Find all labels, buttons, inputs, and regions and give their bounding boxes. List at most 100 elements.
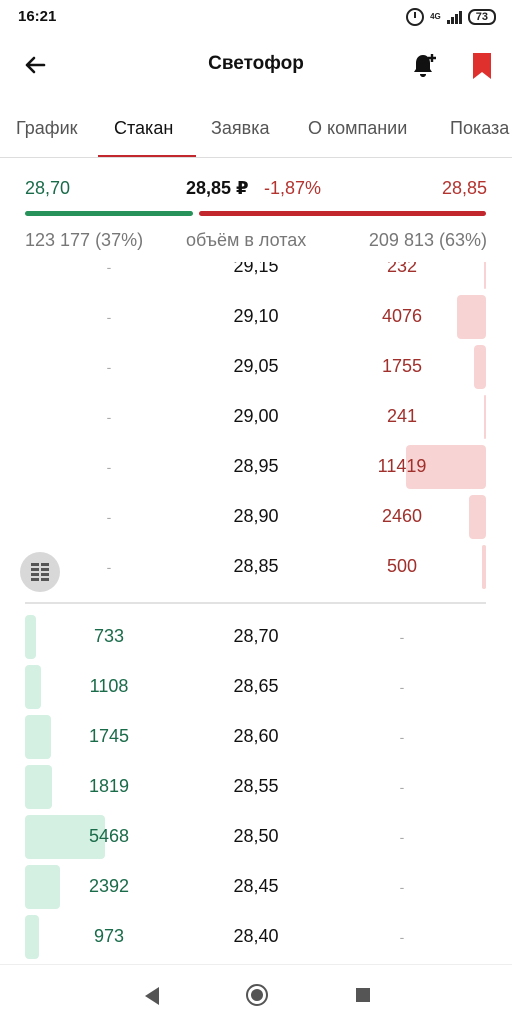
bid-volume-bar <box>25 715 51 759</box>
bid-row[interactable]: 1745 28,60 - <box>0 712 512 762</box>
grid-list-icon <box>31 563 49 581</box>
bid-quantity: 973 <box>93 926 125 946</box>
order-book-summary: 28,70 28,85 ₽ -1,87% 28,85 123 177 (37%)… <box>0 170 512 260</box>
bid-row[interactable]: 733 28,70 - <box>0 612 512 662</box>
ask-quantity: - <box>399 629 405 645</box>
bid-volume-bar <box>25 665 41 709</box>
bid-row[interactable]: 1819 28,55 - <box>0 762 512 812</box>
ask-row[interactable]: - 28,90 2460 <box>0 492 512 542</box>
bid-quantity: - <box>106 409 112 425</box>
bid-quantity: - <box>106 559 112 575</box>
ask-row[interactable]: - 29,15 232 <box>0 262 512 292</box>
ask-quantity: 1755 <box>381 356 423 376</box>
best-ask-price: 28,85 <box>441 178 487 198</box>
price-level: 28,85 <box>233 556 279 576</box>
price-level: 28,55 <box>233 776 279 796</box>
ask-volume-bar <box>474 345 486 389</box>
ask-quantity: - <box>399 779 405 795</box>
bid-quantity: 1819 <box>88 776 130 796</box>
bid-row[interactable]: 2392 28,45 - <box>0 862 512 912</box>
price-level: 29,10 <box>233 306 279 326</box>
add-alert-button[interactable] <box>406 48 440 82</box>
bid-quantity: - <box>106 509 112 525</box>
signal-icon <box>446 10 462 24</box>
price-level: 28,95 <box>233 456 279 476</box>
nav-home-icon[interactable] <box>246 984 268 1006</box>
ask-volume-bar <box>199 211 486 216</box>
tab-bar: График Стакан Заявка О компании Показа <box>0 100 512 158</box>
alarm-icon <box>406 8 425 26</box>
bid-volume: 123 177 (37%) <box>25 230 144 250</box>
bid-quantity: - <box>106 459 112 475</box>
bid-volume-bar <box>25 211 193 216</box>
bid-quantity: - <box>106 262 112 275</box>
price-level: 29,00 <box>233 406 279 426</box>
price-change: -1,87% <box>264 178 322 198</box>
ask-volume-bar <box>469 495 486 539</box>
bookmark-button[interactable] <box>468 50 496 82</box>
bid-row[interactable]: 1108 28,65 - <box>0 662 512 712</box>
back-button[interactable] <box>20 50 50 80</box>
ask-quantity: - <box>399 929 405 945</box>
ask-row[interactable]: - 28,85 500 <box>0 542 512 592</box>
bid-volume-bar <box>25 915 39 959</box>
bid-quantity: 2392 <box>88 876 130 896</box>
tab-order-book[interactable]: Стакан <box>114 118 174 138</box>
network-type: 4G <box>430 12 441 21</box>
ask-quantity: 4076 <box>381 306 423 326</box>
volume-label: объём в лотах <box>186 230 307 250</box>
price-level: 28,60 <box>233 726 279 746</box>
order-book[interactable]: 973 28,40-2392 28,45-5468 28,50-1819 28,55-1… <box>0 262 512 964</box>
tab-order[interactable]: Заявка <box>211 118 270 138</box>
price-level: 28,45 <box>233 876 279 896</box>
ask-volume-bar <box>482 545 486 589</box>
price-level: 28,70 <box>233 626 279 646</box>
price-level: 29,15 <box>233 262 279 276</box>
tab-chart[interactable]: График <box>16 118 78 138</box>
bid-quantity: 733 <box>93 626 125 646</box>
ask-volume-bar <box>457 295 486 339</box>
battery-level: 73 <box>467 9 496 25</box>
bell-plus-icon <box>414 54 436 77</box>
ask-row[interactable]: - 29,00 241 <box>0 392 512 442</box>
price-level: 28,50 <box>233 826 279 846</box>
ask-volume: 209 813 (63%) <box>368 230 487 250</box>
ask-quantity: - <box>399 679 405 695</box>
tab-about-company[interactable]: О компании <box>308 118 408 138</box>
system-nav-bar <box>0 964 512 1024</box>
ask-quantity: - <box>399 829 405 845</box>
ask-row[interactable]: - 28,95 11419 <box>0 442 512 492</box>
bid-quantity: 1745 <box>88 726 130 746</box>
nav-back-icon[interactable] <box>141 985 161 1007</box>
nav-recents-icon[interactable] <box>356 988 370 1002</box>
best-bid-price: 28,70 <box>25 178 71 198</box>
price-level: 28,65 <box>233 676 279 696</box>
bid-volume-bar <box>25 765 52 809</box>
ask-row[interactable]: - 29,05 1755 <box>0 342 512 392</box>
bid-row[interactable]: 973 28,40 - <box>0 912 512 962</box>
ask-quantity: - <box>399 729 405 745</box>
ask-row[interactable]: - 29,10 4076 <box>0 292 512 342</box>
app-bar: Светофор <box>0 34 512 96</box>
ask-quantity: 500 <box>386 556 418 576</box>
ask-quantity: 232 <box>386 262 418 276</box>
ask-quantity: 2460 <box>381 506 423 526</box>
bid-volume-bar <box>25 865 60 909</box>
price-level: 28,90 <box>233 506 279 526</box>
ask-quantity: - <box>399 879 405 895</box>
ask-quantity: 11419 <box>377 456 427 476</box>
price-level: 28,40 <box>233 926 279 946</box>
status-icons: 4G 73 <box>406 8 496 26</box>
bid-volume-bar <box>25 615 36 659</box>
bid-quantity: - <box>106 359 112 375</box>
bid-row[interactable]: 5468 28,50 - <box>0 812 512 862</box>
price-level: 29,05 <box>233 356 279 376</box>
bid-quantity: - <box>106 309 112 325</box>
spread-divider <box>25 602 486 604</box>
page-title: Светофор <box>208 53 304 74</box>
ask-quantity: 241 <box>386 406 418 426</box>
view-toggle-button[interactable] <box>20 552 60 592</box>
tab-indicators[interactable]: Показа <box>450 118 510 138</box>
status-time: 16:21 <box>18 8 57 25</box>
active-tab-indicator <box>98 155 196 157</box>
